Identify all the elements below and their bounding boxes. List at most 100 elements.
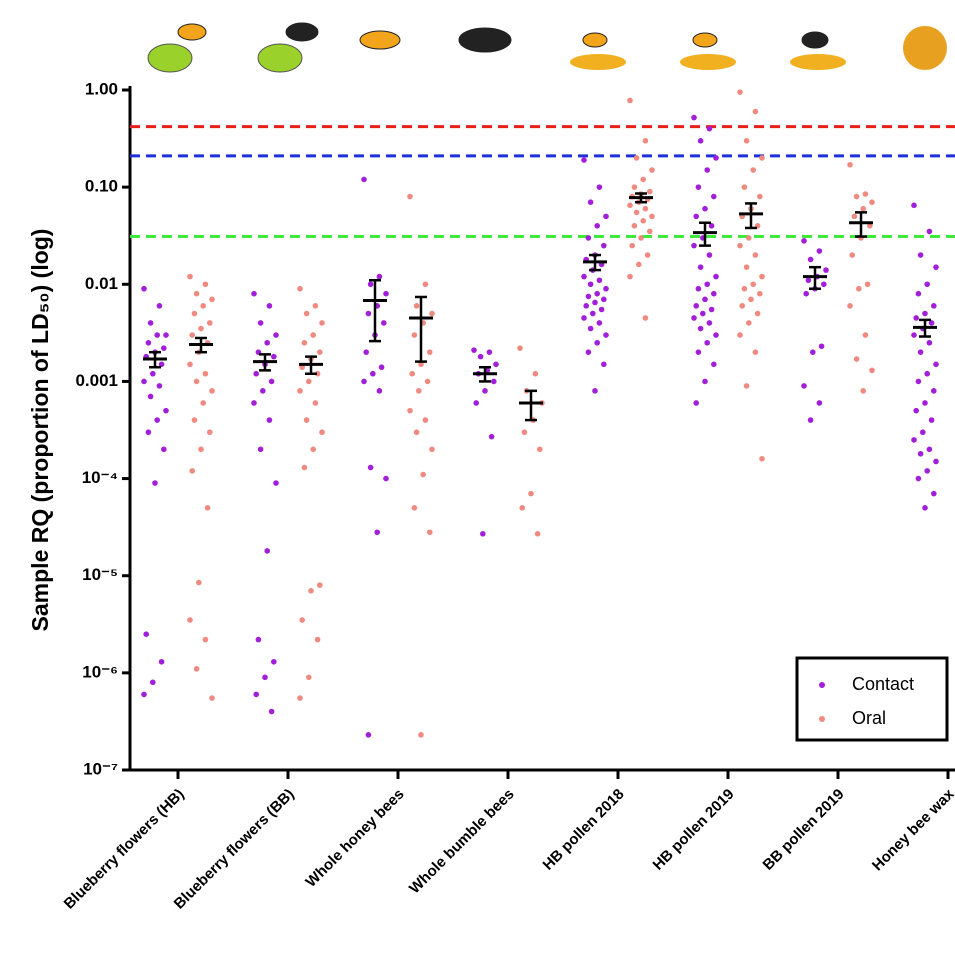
dot [310, 447, 316, 453]
dot [742, 184, 748, 190]
dot [370, 371, 376, 377]
dot [849, 252, 855, 258]
dot [317, 349, 323, 355]
dot [187, 362, 193, 368]
dot [744, 138, 750, 144]
dot [924, 468, 930, 474]
dot [256, 637, 262, 643]
dot [693, 303, 699, 309]
dot [535, 531, 541, 537]
dot [146, 429, 152, 435]
dot [819, 343, 825, 349]
dot [271, 354, 277, 360]
dot [416, 388, 422, 394]
dot [698, 138, 704, 144]
dot [704, 281, 710, 287]
dot [480, 531, 486, 537]
dot [189, 332, 195, 338]
dot [711, 291, 717, 297]
dot [306, 379, 312, 385]
dot [823, 267, 829, 273]
dot [739, 303, 745, 309]
dot [414, 429, 420, 435]
dot [200, 400, 206, 406]
x-tick-label: Whole bumble bees [406, 786, 518, 898]
dot [750, 281, 756, 287]
dot [737, 243, 743, 249]
dot [267, 303, 273, 309]
dot [264, 548, 270, 554]
dot [869, 368, 875, 374]
dot [643, 315, 649, 321]
dot [927, 340, 933, 346]
dot [414, 303, 420, 309]
dot [271, 659, 277, 665]
dot [429, 311, 435, 317]
dot [361, 379, 367, 385]
dot [860, 388, 866, 394]
dot [759, 274, 765, 280]
dot [916, 476, 922, 482]
dot [493, 362, 499, 368]
dot [638, 235, 644, 241]
legend-label: Oral [852, 708, 886, 728]
chart: Sample RQ (proportion of LD₅₀) (log) 1.0… [0, 0, 955, 963]
dot [594, 340, 600, 346]
dot [141, 692, 147, 698]
dot [533, 371, 539, 377]
dot [383, 476, 389, 482]
dot [306, 675, 312, 681]
dot [707, 126, 713, 132]
dot [423, 417, 429, 423]
dot [409, 371, 415, 377]
dot [808, 257, 814, 263]
dot [196, 580, 202, 586]
dot [698, 326, 704, 332]
dot [759, 456, 765, 462]
dot [597, 184, 603, 190]
dot [737, 89, 743, 95]
dot [297, 286, 303, 292]
dot [691, 315, 697, 321]
dot [407, 408, 413, 414]
dot [586, 294, 592, 300]
dot [933, 362, 939, 368]
dot [801, 238, 807, 244]
dot [856, 286, 862, 292]
dot [924, 371, 930, 377]
dot [588, 199, 594, 205]
x-tick-label: Honey bee wax [869, 785, 955, 874]
dot [711, 194, 717, 200]
y-tick-label: 10⁻⁷ [83, 759, 118, 778]
dot [304, 417, 310, 423]
dot [647, 189, 653, 195]
dot [748, 297, 754, 303]
dot [911, 437, 917, 443]
dot [427, 349, 433, 355]
dot [161, 345, 167, 351]
dot [157, 383, 163, 389]
dot [315, 637, 321, 643]
dot [931, 388, 937, 394]
dot [377, 388, 383, 394]
dot [361, 177, 367, 183]
dot [704, 167, 710, 173]
dot [603, 332, 609, 338]
dot [581, 315, 587, 321]
dot [187, 274, 193, 280]
dot [916, 291, 922, 297]
dot [922, 400, 928, 406]
y-tick-label: 0.10 [85, 177, 118, 196]
dot [702, 206, 708, 212]
dot [192, 311, 198, 317]
dot [634, 210, 640, 216]
dot [482, 388, 488, 394]
dot [601, 362, 607, 368]
dot [368, 465, 374, 471]
dot [603, 214, 609, 220]
dot [860, 206, 866, 212]
dot [854, 356, 860, 362]
dot [918, 451, 924, 457]
dot [198, 326, 204, 332]
dot [379, 364, 385, 370]
